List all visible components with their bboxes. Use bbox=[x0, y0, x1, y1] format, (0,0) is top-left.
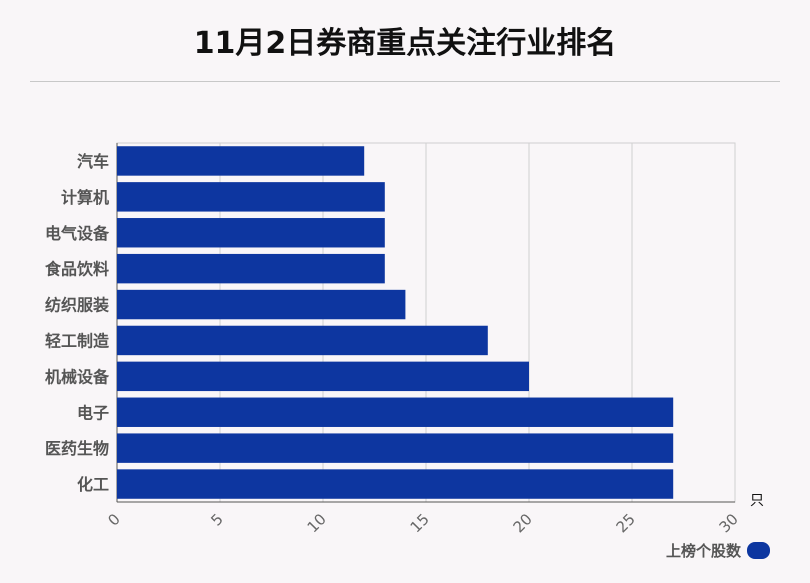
y-category-label: 计算机 bbox=[61, 188, 109, 207]
y-category-label: 医药生物 bbox=[45, 439, 109, 458]
legend: 上榜个股数 bbox=[666, 540, 770, 561]
x-tick-label: 30 bbox=[716, 510, 742, 536]
bar bbox=[117, 433, 674, 463]
chart-title: 11月2日券商重点关注行业排名 bbox=[193, 26, 617, 61]
y-category-label: 电子 bbox=[77, 403, 109, 422]
x-tick-label: 0 bbox=[104, 510, 123, 529]
legend-label: 上榜个股数 bbox=[665, 542, 741, 560]
x-axis-unit: 只 bbox=[750, 493, 764, 509]
bar bbox=[117, 361, 529, 392]
title-divider bbox=[30, 81, 780, 82]
bar bbox=[117, 469, 674, 499]
y-category-label: 食品饮料 bbox=[44, 260, 109, 279]
x-tick-label: 25 bbox=[613, 510, 639, 536]
x-tick-label: 15 bbox=[407, 510, 433, 536]
x-tick-label: 20 bbox=[510, 510, 536, 536]
bar bbox=[117, 289, 406, 320]
bar bbox=[117, 146, 365, 176]
bar bbox=[117, 397, 674, 427]
bar bbox=[117, 218, 385, 248]
legend-swatch bbox=[747, 542, 770, 559]
bar bbox=[117, 325, 488, 356]
y-category-label: 轻工制造 bbox=[45, 331, 110, 350]
y-category-label: 电气设备 bbox=[45, 224, 110, 243]
bar bbox=[117, 253, 385, 284]
x-tick-label: 10 bbox=[304, 510, 330, 536]
y-category-label: 汽车 bbox=[77, 152, 109, 171]
x-tick-label: 5 bbox=[207, 510, 226, 529]
y-category-label: 纺织服装 bbox=[45, 296, 109, 315]
bar bbox=[117, 182, 385, 212]
y-category-label: 机械设备 bbox=[45, 367, 110, 386]
y-category-label: 化工 bbox=[77, 475, 109, 494]
